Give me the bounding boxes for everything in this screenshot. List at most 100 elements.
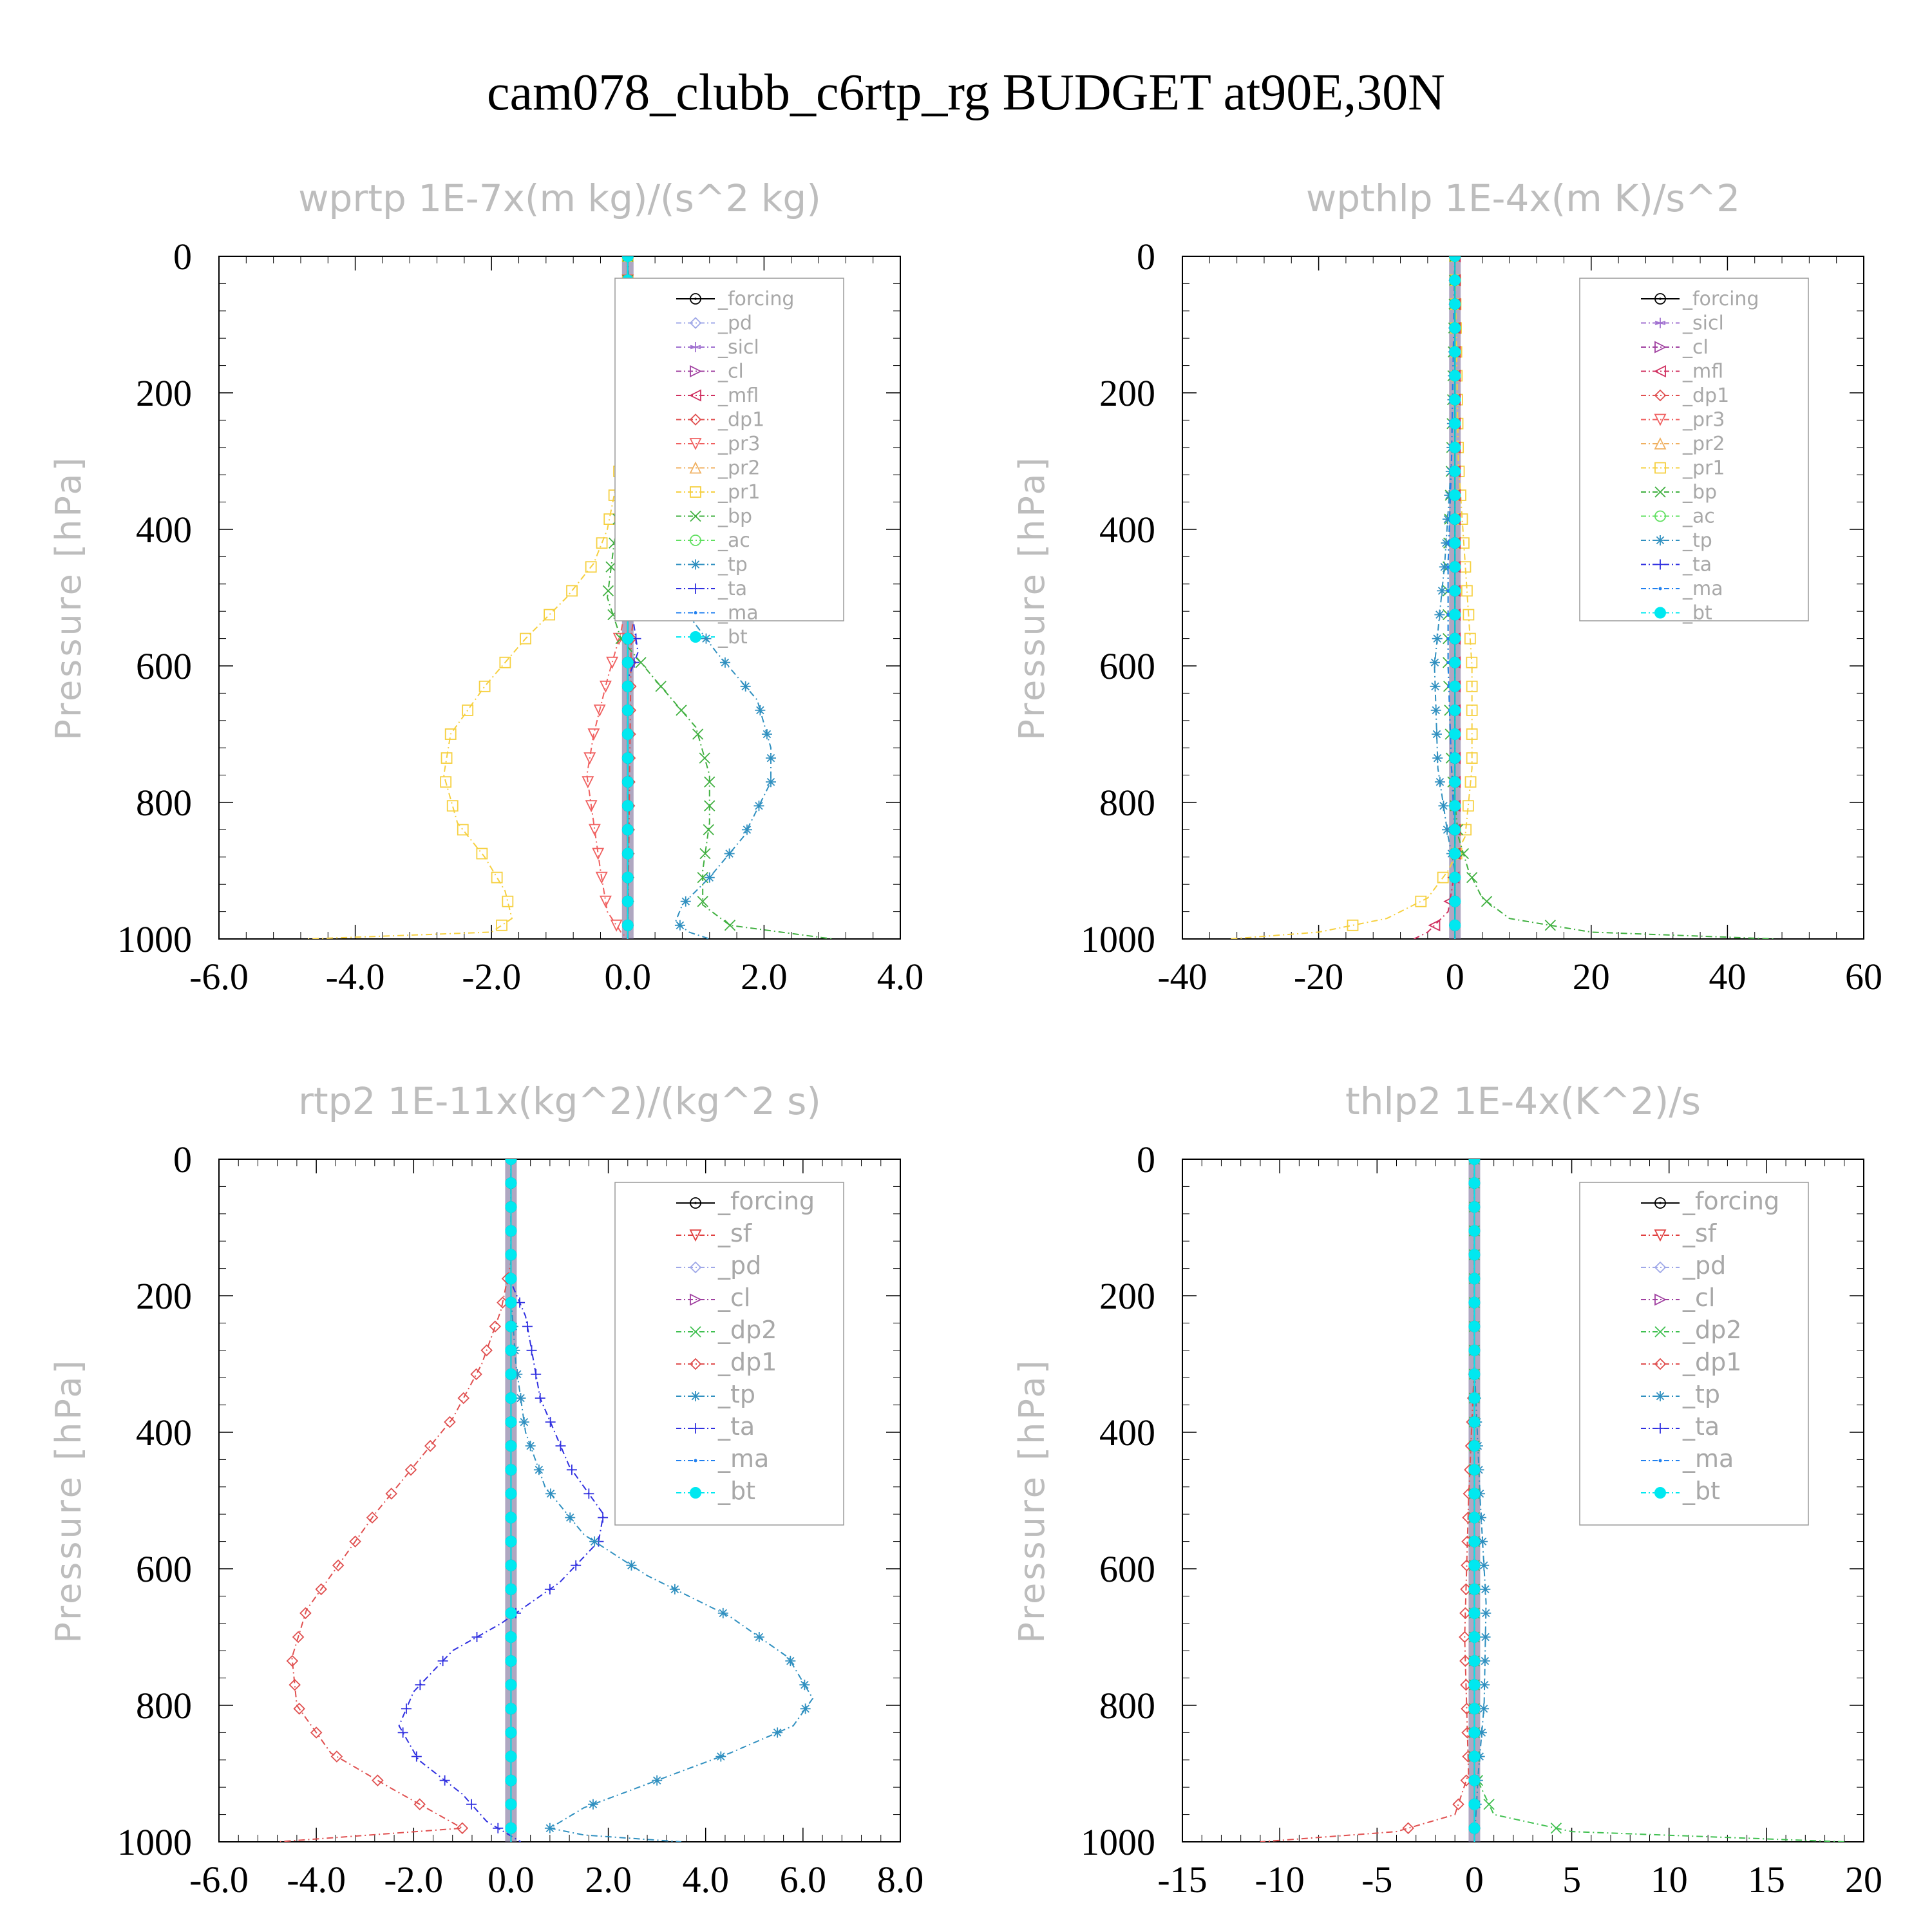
series-point-ta <box>583 1488 594 1499</box>
series-point-bt <box>1468 1320 1481 1332</box>
legend-marker-ac <box>1654 510 1666 522</box>
series-point-dp1 <box>332 1559 345 1571</box>
legend-entry-forcing: _forcing <box>1682 1187 1779 1215</box>
series-point-ta <box>566 1464 577 1475</box>
series-point-bt <box>1468 1416 1481 1428</box>
series-point-bt <box>505 1535 517 1548</box>
series-point-bt <box>621 728 634 740</box>
series-point-bt <box>621 871 634 884</box>
legend-marker-mfl <box>688 389 701 402</box>
series-point-dp1 <box>299 1607 312 1620</box>
legend-marker-pd <box>689 317 702 329</box>
legend-entry-cl: _cl <box>1682 1283 1715 1312</box>
series-point-dp1 <box>424 1439 437 1452</box>
series-point-ta <box>522 1321 533 1332</box>
series-point-bt <box>1468 1488 1481 1500</box>
series-point-bt <box>1468 1703 1481 1715</box>
series-point-tp <box>1479 1703 1490 1714</box>
series-point-bt <box>1449 585 1461 597</box>
legend-entry-cl: _cl <box>1682 336 1709 359</box>
y-tick-label: 200 <box>1099 372 1155 414</box>
y-tick-label: 800 <box>136 782 192 824</box>
series-point-tp <box>719 657 730 668</box>
series-point-dp1 <box>489 1320 502 1332</box>
panel-title: wprtp 1E-7x(m kg)/(s^2 kg) <box>298 176 821 220</box>
series-point-tp <box>589 1536 600 1547</box>
series-point-bt <box>1468 1392 1481 1404</box>
series-point-bp <box>697 896 708 907</box>
legend-marker-pd <box>689 1261 702 1274</box>
series-point-tp <box>765 753 776 764</box>
series-point-pr3 <box>599 680 612 693</box>
y-axis-label: Pressure [hPa] <box>1012 455 1052 740</box>
legend-marker-dp2 <box>690 1326 701 1338</box>
legend-entry-dp1: _dp1 <box>717 409 764 431</box>
series-point-dp1 <box>1402 1822 1414 1835</box>
legend-marker-sf <box>1654 1229 1667 1242</box>
series-point-dp1 <box>456 1822 469 1835</box>
legend-box <box>614 1182 844 1526</box>
legend-marker-dp1 <box>1654 1358 1667 1370</box>
legend-entry-ta: _ta <box>1682 1412 1719 1441</box>
series-point-tp <box>1430 705 1441 715</box>
series-point-pr1 <box>520 632 531 645</box>
series-point-pr3 <box>583 752 596 765</box>
y-tick-label: 800 <box>1099 782 1155 824</box>
series-point-bt <box>505 1679 517 1691</box>
series-line-dp1 <box>1260 1159 1475 1842</box>
x-tick-label: 15 <box>1748 1859 1785 1900</box>
legend-box <box>1579 278 1809 621</box>
series-point-pr1 <box>446 800 459 812</box>
series-point-pr3 <box>592 848 605 860</box>
legend-entry-bt: _bt <box>717 1477 755 1505</box>
series-line-ta <box>398 1159 605 1842</box>
x-tick-label: 2.0 <box>585 1859 632 1900</box>
series-point-bp <box>724 920 736 931</box>
series-point-pr3 <box>595 871 608 884</box>
legend-entry-pr2: _pr2 <box>717 457 760 480</box>
series-line-tp <box>510 1159 814 1842</box>
x-tick-label: 2.0 <box>741 956 788 998</box>
series-point-tp <box>680 896 691 907</box>
series-point-bt <box>505 1774 517 1786</box>
legend-entry-ta: _ta <box>717 578 747 600</box>
legend-entry-ma: _ma <box>1682 578 1723 600</box>
series-line-pr1 <box>1229 256 1473 939</box>
legend-marker-pr3 <box>1654 413 1667 426</box>
series-point-bp <box>704 776 715 788</box>
y-axis-label: Pressure [hPa] <box>1012 1358 1052 1643</box>
series-point-tp <box>772 1727 783 1738</box>
series-point-bt <box>505 1511 517 1524</box>
series-point-ma <box>1446 613 1450 616</box>
legend-entry-dp1: _dp1 <box>1682 1348 1741 1376</box>
series-point-pr1 <box>1415 895 1427 907</box>
series-point-bt <box>505 1798 517 1810</box>
y-tick-label: 1000 <box>1081 918 1155 960</box>
series-point-bp <box>1544 920 1556 931</box>
series-point-tp <box>525 1441 536 1452</box>
legend-marker-ta <box>690 1423 701 1434</box>
series-point-bt <box>621 680 634 692</box>
series-point-bt <box>1449 752 1461 764</box>
series-point-bt <box>1449 298 1461 310</box>
x-tick-label: 6.0 <box>780 1859 827 1900</box>
series-point-tp <box>1479 1656 1490 1667</box>
series-line-mfl <box>1414 256 1456 939</box>
legend-marker-forcing <box>690 293 701 305</box>
legend-entry-dp2: _dp2 <box>1682 1316 1741 1344</box>
x-tick-label: 10 <box>1651 1859 1688 1900</box>
series-point-bt <box>621 632 634 645</box>
series-point-bt <box>1449 256 1461 262</box>
series-point-tp <box>753 800 764 811</box>
legend-entry-bt: _bt <box>1682 602 1712 625</box>
series-point-tp <box>565 1512 576 1523</box>
series-point-tp <box>753 1632 764 1642</box>
series-point-bt <box>1449 895 1461 907</box>
series-point-dp1 <box>1459 1631 1471 1643</box>
series-point-dp1 <box>330 1750 343 1763</box>
x-tick-label: -10 <box>1255 1859 1304 1900</box>
series-point-pr1 <box>1466 680 1478 692</box>
legend-marker-forcing-center <box>694 1202 697 1204</box>
series-point-pr1 <box>440 752 453 764</box>
legend-marker-forcing <box>1654 1197 1666 1209</box>
